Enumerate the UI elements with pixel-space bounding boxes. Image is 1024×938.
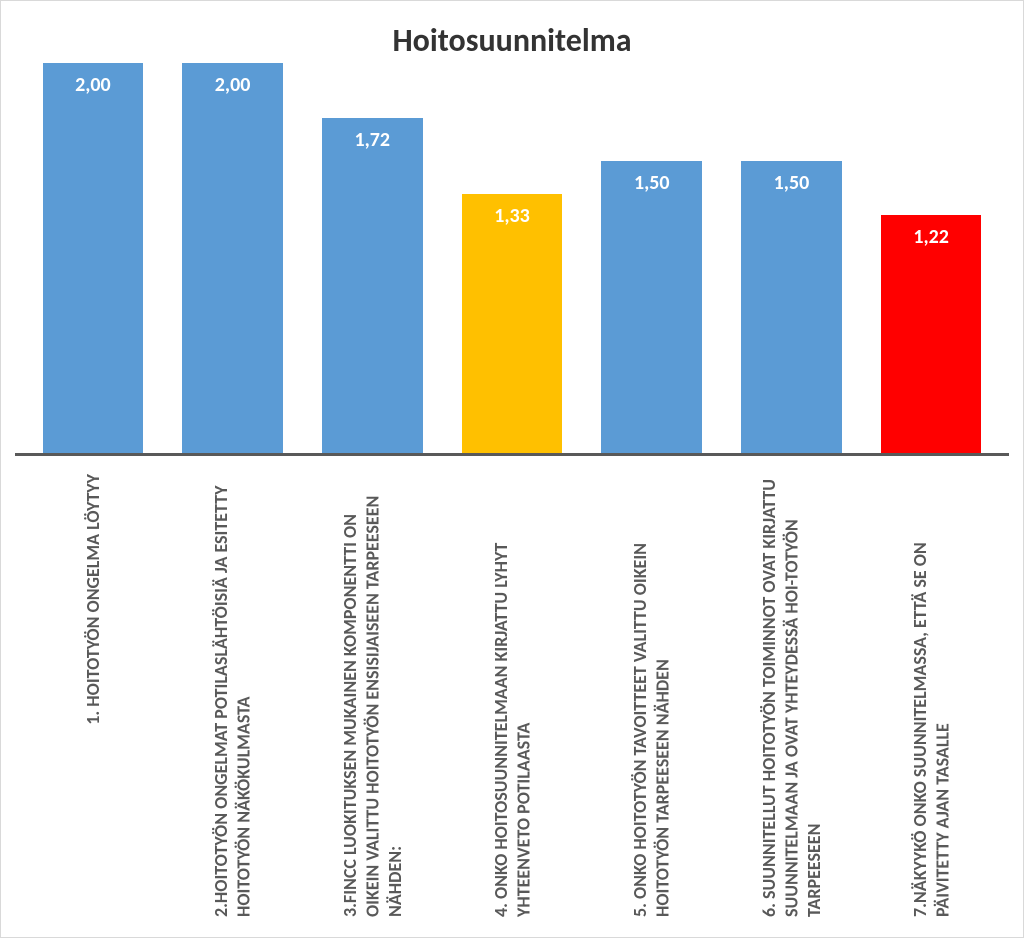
x-axis: 1. HOITOTYÖN ONGELMA LÖYTYY 2.HOITOTYÖN O…: [15, 456, 1009, 917]
chart-container: Hoitosuunnitelma 2,00 2,00 1,72 1,33 1,50 1,5…: [0, 0, 1024, 938]
bar-slot: 1,50: [582, 66, 722, 453]
x-tick-label: 3.FINCC LUOKITUKSEN MUKAINEN KOMPONENTTI…: [339, 474, 407, 917]
bar-value-label: 1,50: [601, 171, 702, 195]
bar-slot: 1,72: [302, 66, 442, 453]
x-tick: 4. ONKO HOITOSUUNNITELMAAN KIRJATTU LYHY…: [442, 474, 582, 917]
x-tick-label: 4. ONKO HOITOSUUNNITELMAAN KIRJATTU LYHY…: [490, 474, 535, 917]
x-tick: 2.HOITOTYÖN ONGELMAT POTILASLÄHTÖISIÄ JA…: [163, 474, 303, 917]
bar: 1,50: [741, 161, 842, 454]
chart-title: Hoitosuunnitelma: [15, 21, 1009, 60]
bar-value-label: 1,50: [741, 171, 842, 195]
bar-value-label: 2,00: [182, 73, 283, 97]
bar-slot: 1,33: [442, 66, 582, 453]
x-tick-label: 5. ONKO HOITOTYÖN TAVOITTEET VALITTU OIK…: [629, 474, 674, 917]
bar: 2,00: [182, 63, 283, 453]
bar: 1,22: [881, 215, 982, 453]
bar: 1,72: [322, 118, 423, 453]
bar-value-label: 1,72: [322, 128, 423, 152]
x-tick: 1. HOITOTYÖN ONGELMA LÖYTYY: [23, 474, 163, 917]
bar-value-label: 1,22: [881, 225, 982, 249]
bar-slot: 2,00: [163, 66, 303, 453]
x-tick: 5. ONKO HOITOTYÖN TAVOITTEET VALITTU OIK…: [582, 474, 722, 917]
x-tick: 6. SUUNNITELLUT HOITOTYÖN TOIMINNOT OVAT…: [722, 474, 862, 917]
x-tick-label: 7.NÄKYYKÖ ONKO SUUNNITELMASSA, ETTÄ SE O…: [909, 474, 954, 917]
x-tick-label: 6. SUUNNITELLUT HOITOTYÖN TOIMINNOT OVAT…: [758, 474, 826, 917]
x-tick-label: 1. HOITOTYÖN ONGELMA LÖYTYY: [82, 474, 105, 725]
bar: 1,50: [601, 161, 702, 454]
bar-value-label: 1,33: [462, 204, 563, 228]
bar-value-label: 2,00: [43, 73, 144, 97]
bar-slot: 2,00: [23, 66, 163, 453]
x-tick-label: 2.HOITOTYÖN ONGELMAT POTILASLÄHTÖISIÄ JA…: [210, 474, 255, 917]
plot-area: 2,00 2,00 1,72 1,33 1,50 1,50 1,22: [15, 66, 1009, 456]
bar: 2,00: [43, 63, 144, 453]
bar-slot: 1,50: [722, 66, 862, 453]
x-tick: 7.NÄKYYKÖ ONKO SUUNNITELMASSA, ETTÄ SE O…: [861, 474, 1001, 917]
bar: 1,33: [462, 194, 563, 453]
x-tick: 3.FINCC LUOKITUKSEN MUKAINEN KOMPONENTTI…: [302, 474, 442, 917]
bar-slot: 1,22: [861, 66, 1001, 453]
